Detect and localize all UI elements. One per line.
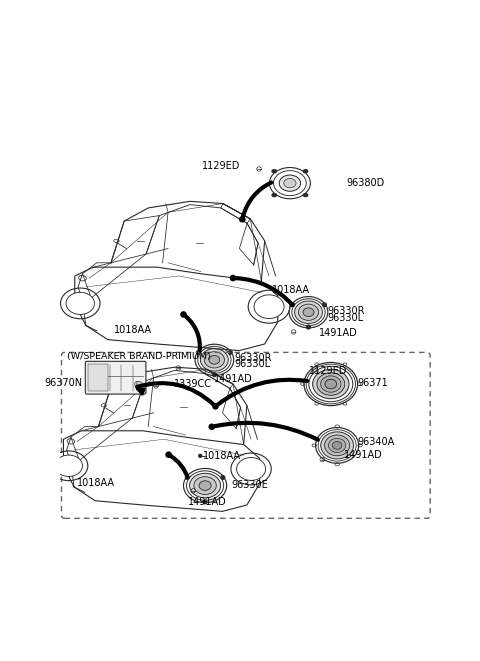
Ellipse shape (295, 301, 323, 323)
Circle shape (213, 404, 218, 409)
Circle shape (199, 454, 202, 457)
Text: 96330R: 96330R (328, 307, 365, 317)
Text: 96370N: 96370N (44, 378, 83, 388)
Ellipse shape (303, 194, 308, 196)
Ellipse shape (201, 348, 228, 371)
Text: 96330L: 96330L (328, 313, 364, 323)
Ellipse shape (183, 469, 227, 503)
Ellipse shape (272, 194, 276, 196)
Ellipse shape (190, 473, 221, 498)
Ellipse shape (204, 352, 225, 368)
FancyBboxPatch shape (85, 362, 146, 394)
Bar (88, 364, 108, 391)
Circle shape (203, 500, 207, 504)
Text: 96330L: 96330L (235, 360, 271, 369)
Circle shape (166, 452, 171, 457)
Ellipse shape (324, 435, 349, 456)
Text: 1491AD: 1491AD (188, 497, 227, 507)
Circle shape (307, 325, 311, 329)
Ellipse shape (254, 295, 284, 319)
Ellipse shape (332, 442, 342, 449)
Circle shape (181, 312, 186, 317)
Ellipse shape (299, 304, 319, 321)
Text: 1491AD: 1491AD (215, 374, 253, 384)
Text: 1018AA: 1018AA (203, 451, 241, 461)
Ellipse shape (269, 167, 311, 199)
Circle shape (185, 476, 189, 479)
Text: 1339CC: 1339CC (173, 379, 212, 389)
Text: 96340A: 96340A (358, 437, 395, 447)
Circle shape (221, 476, 225, 479)
Circle shape (197, 350, 200, 354)
Ellipse shape (194, 477, 216, 494)
Circle shape (209, 424, 215, 430)
Circle shape (240, 217, 245, 222)
Text: 1129ED: 1129ED (309, 366, 348, 376)
Ellipse shape (303, 308, 314, 317)
Text: 1018AA: 1018AA (114, 325, 152, 335)
Text: 1129ED: 1129ED (202, 161, 240, 171)
Circle shape (134, 381, 141, 387)
Ellipse shape (195, 344, 234, 375)
Circle shape (230, 276, 236, 281)
Circle shape (136, 381, 143, 387)
Ellipse shape (312, 369, 349, 399)
Text: 96380D: 96380D (347, 178, 384, 188)
Ellipse shape (303, 170, 308, 173)
Text: (W/SPEAKER BRAND-PRIMIUM): (W/SPEAKER BRAND-PRIMIUM) (67, 352, 210, 361)
Text: 1491AD: 1491AD (344, 450, 382, 461)
Ellipse shape (328, 438, 346, 453)
Ellipse shape (199, 481, 211, 490)
Ellipse shape (284, 178, 296, 188)
Polygon shape (136, 388, 145, 395)
Text: 96371: 96371 (358, 378, 388, 388)
Circle shape (323, 303, 326, 307)
Ellipse shape (209, 356, 220, 364)
Ellipse shape (66, 292, 95, 315)
Ellipse shape (317, 373, 345, 395)
Circle shape (291, 303, 294, 307)
Ellipse shape (315, 428, 359, 463)
Text: 96330R: 96330R (235, 353, 272, 363)
Ellipse shape (304, 362, 358, 406)
Ellipse shape (321, 376, 341, 392)
Ellipse shape (237, 457, 265, 481)
Circle shape (228, 350, 232, 354)
Ellipse shape (272, 170, 276, 173)
Ellipse shape (321, 432, 354, 459)
Ellipse shape (289, 297, 328, 328)
Ellipse shape (325, 379, 336, 389)
Circle shape (213, 373, 216, 377)
Text: 1018AA: 1018AA (77, 479, 115, 488)
Text: 96330E: 96330E (232, 480, 269, 490)
Ellipse shape (55, 455, 83, 477)
Text: 1018AA: 1018AA (272, 285, 310, 295)
Text: 1491AD: 1491AD (319, 328, 357, 338)
Ellipse shape (279, 175, 300, 191)
